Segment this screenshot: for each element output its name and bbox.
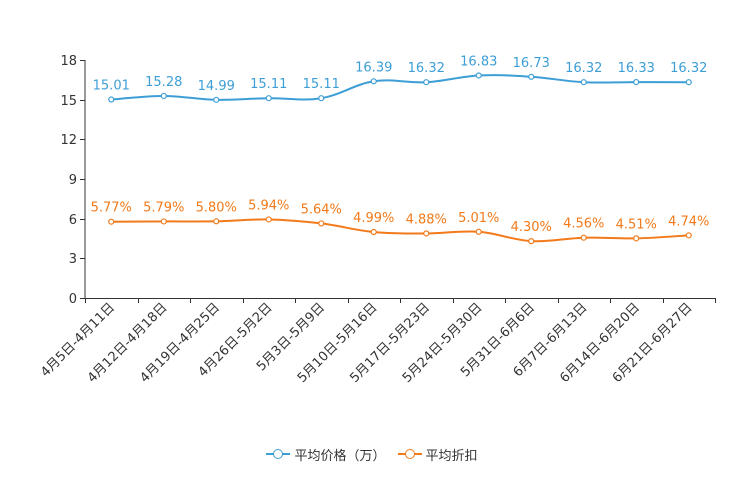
data-point[interactable]: [160, 218, 167, 225]
data-point[interactable]: [265, 95, 272, 102]
data-label: 5.01%: [458, 211, 499, 226]
data-label: 4.99%: [353, 211, 394, 226]
legend-line-marker-icon: [266, 448, 291, 460]
y-tick-label: 3: [69, 252, 77, 267]
data-label: 14.99: [198, 79, 235, 94]
data-label: 15.01: [93, 79, 130, 94]
series-layer: [108, 72, 692, 245]
y-tick-label: 6: [69, 213, 77, 228]
y-tick-label: 0: [69, 292, 77, 307]
data-point[interactable]: [370, 228, 377, 236]
data-labels-layer: 15.01 15.28 14.99 15.11 15.11 16.39 16.32 16.83…: [91, 54, 710, 235]
data-point[interactable]: [580, 234, 587, 241]
data-label: 16.33: [618, 61, 655, 76]
legend-label-avg-discount: 平均折扣: [425, 448, 478, 464]
data-point[interactable]: [213, 218, 220, 225]
data-label: 4.56%: [563, 217, 604, 232]
data-label: 5.64%: [301, 202, 342, 217]
legend-item-avg-price[interactable]: 平均价格（万）: [266, 445, 386, 464]
data-point[interactable]: [108, 96, 115, 103]
legend: 平均价格（万） 平均折扣: [0, 443, 744, 465]
data-label: 15.11: [303, 77, 340, 92]
y-tick-label: 15: [60, 94, 77, 109]
data-label: 5.79%: [143, 200, 184, 215]
data-point[interactable]: [423, 79, 430, 86]
data-label: 16.32: [408, 61, 445, 76]
data-point[interactable]: [685, 79, 692, 86]
data-label: 5.80%: [196, 200, 237, 215]
data-label: 15.28: [145, 75, 182, 90]
legend-line-marker-icon: [397, 448, 422, 460]
y-tick-label: 12: [60, 133, 77, 148]
data-point[interactable]: [633, 78, 640, 86]
y-tick-label: 9: [69, 173, 77, 188]
x-axis: 4月5日-4月11日4月12日-4月18日4月19日-4月25日4月26日-5月…: [38, 298, 716, 386]
data-label: 16.39: [355, 60, 392, 75]
legend-item-avg-discount[interactable]: 平均折扣: [397, 445, 478, 464]
data-point[interactable]: [633, 235, 640, 242]
data-point[interactable]: [528, 238, 535, 245]
y-axis: 0 3 6 9 12 15 18: [60, 54, 86, 307]
data-label: 16.83: [460, 54, 497, 69]
y-tick-label: 18: [60, 54, 77, 69]
data-point[interactable]: [528, 73, 535, 80]
data-point[interactable]: [475, 72, 482, 79]
data-point[interactable]: [108, 218, 115, 225]
data-label: 4.74%: [668, 214, 709, 229]
data-label: 15.11: [250, 77, 287, 92]
data-point[interactable]: [265, 216, 272, 223]
series-line-0[interactable]: [111, 74, 689, 101]
data-label: 16.73: [513, 56, 550, 71]
data-label: 4.30%: [511, 220, 552, 235]
data-point[interactable]: [423, 230, 430, 237]
data-label: 16.32: [565, 61, 602, 76]
series-line-1[interactable]: [111, 218, 689, 243]
data-point[interactable]: [685, 232, 692, 239]
data-label: 16.32: [670, 61, 707, 76]
data-label: 5.94%: [248, 198, 289, 213]
data-point[interactable]: [475, 228, 482, 235]
data-label: 4.51%: [616, 217, 657, 232]
data-point[interactable]: [318, 95, 325, 102]
data-point[interactable]: [318, 220, 325, 227]
data-label: 5.77%: [91, 201, 132, 216]
data-point[interactable]: [580, 79, 587, 86]
data-label: 4.88%: [406, 212, 447, 227]
data-point[interactable]: [370, 78, 377, 85]
data-point[interactable]: [213, 96, 220, 103]
data-point[interactable]: [160, 92, 167, 100]
legend-label-avg-price: 平均价格（万）: [294, 448, 386, 464]
